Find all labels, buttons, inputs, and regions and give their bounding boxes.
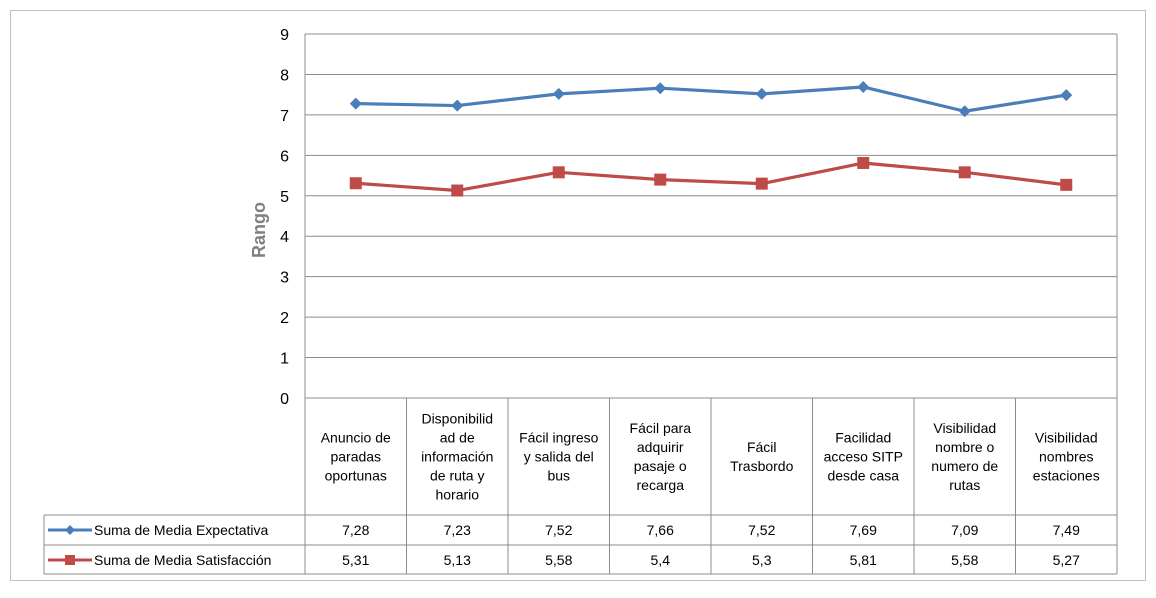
data-point-expectativa: [349, 97, 362, 110]
y-tick-label: 6: [280, 148, 289, 165]
category-label: numero de: [931, 458, 998, 474]
table-value: 5,58: [951, 552, 978, 568]
data-point-expectativa: [1060, 89, 1073, 102]
legend-key-marker: [65, 555, 75, 565]
category-label: Visibilidad: [933, 420, 996, 436]
category-label: Fácil para: [630, 420, 692, 436]
category-label: acceso SITP: [824, 449, 903, 465]
category-label: adquirir: [637, 439, 684, 455]
y-tick-label: 8: [280, 67, 289, 84]
series-line-1: [355, 85, 1067, 113]
category-label: paradas: [330, 449, 381, 465]
data-point-expectativa: [451, 99, 464, 112]
y-tick-label: 0: [280, 391, 289, 408]
y-tick-label: 9: [280, 27, 289, 44]
legend-entry: Suma de Media Satisfacción: [94, 552, 271, 568]
table-value: 5,27: [1053, 552, 1080, 568]
category-label: nombre o: [935, 439, 994, 455]
category-label: desde casa: [827, 468, 899, 484]
data-point-satisfaccion: [755, 177, 768, 190]
category-label: Facilidad: [835, 430, 891, 446]
legend-key-marker: [65, 525, 75, 535]
category-label: de ruta y: [430, 468, 484, 484]
category-label: Trasbordo: [730, 458, 794, 474]
table-value: 7,28: [342, 522, 369, 538]
category-label: información: [421, 449, 493, 465]
category-label: rutas: [949, 477, 980, 493]
data-point-satisfaccion: [857, 157, 870, 170]
data-point-expectativa: [654, 82, 667, 95]
data-point-satisfaccion: [958, 166, 971, 179]
category-label: recarga: [637, 477, 685, 493]
y-tick-label: 1: [280, 351, 289, 368]
data-point-satisfaccion: [1060, 178, 1073, 191]
category-label: Fácil ingreso: [519, 430, 599, 446]
legend-entry: Suma de Media Expectativa: [94, 522, 269, 538]
table-value: 5,58: [545, 552, 572, 568]
data-point-satisfaccion: [451, 184, 464, 197]
category-label: pasaje o: [634, 458, 687, 474]
data-point-expectativa: [958, 105, 971, 118]
y-tick-label: 3: [280, 270, 289, 287]
table-value: 7,09: [951, 522, 978, 538]
category-label: Visibilidad: [1035, 430, 1098, 446]
data-point-expectativa: [552, 87, 565, 100]
data-point-expectativa: [857, 80, 870, 93]
table-value: 5,13: [444, 552, 471, 568]
category-label: bus: [547, 468, 570, 484]
category-label: ad de: [440, 430, 475, 446]
series-line-2: [355, 161, 1067, 193]
category-label: oportunas: [325, 468, 387, 484]
table-value: 5,3: [752, 552, 772, 568]
category-label: Disponibilid: [421, 411, 493, 427]
category-label: nombres: [1039, 449, 1093, 465]
category-label: horario: [435, 487, 479, 503]
table-value: 7,23: [444, 522, 471, 538]
table-value: 5,4: [651, 552, 671, 568]
table-value: 7,49: [1053, 522, 1080, 538]
table-value: 7,52: [545, 522, 572, 538]
y-axis-title: Rango: [249, 202, 269, 258]
table-value: 7,69: [850, 522, 877, 538]
category-label: y salida del: [524, 449, 594, 465]
y-tick-label: 4: [280, 229, 289, 246]
y-tick-label: 5: [280, 189, 289, 206]
table-value: 5,31: [342, 552, 369, 568]
y-tick-label: 2: [280, 310, 289, 327]
y-tick-label: 7: [280, 108, 289, 125]
table-value: 7,66: [647, 522, 674, 538]
data-point-satisfaccion: [349, 177, 362, 190]
category-label: estaciones: [1033, 468, 1100, 484]
chart-frame: [10, 10, 1146, 581]
data-point-satisfaccion: [552, 166, 565, 179]
data-point-satisfaccion: [654, 173, 667, 186]
table-value: 7,52: [748, 522, 775, 538]
data-point-expectativa: [755, 87, 768, 100]
category-label: Anuncio de: [321, 430, 391, 446]
category-label: Fácil: [747, 439, 777, 455]
table-value: 5,81: [850, 552, 877, 568]
